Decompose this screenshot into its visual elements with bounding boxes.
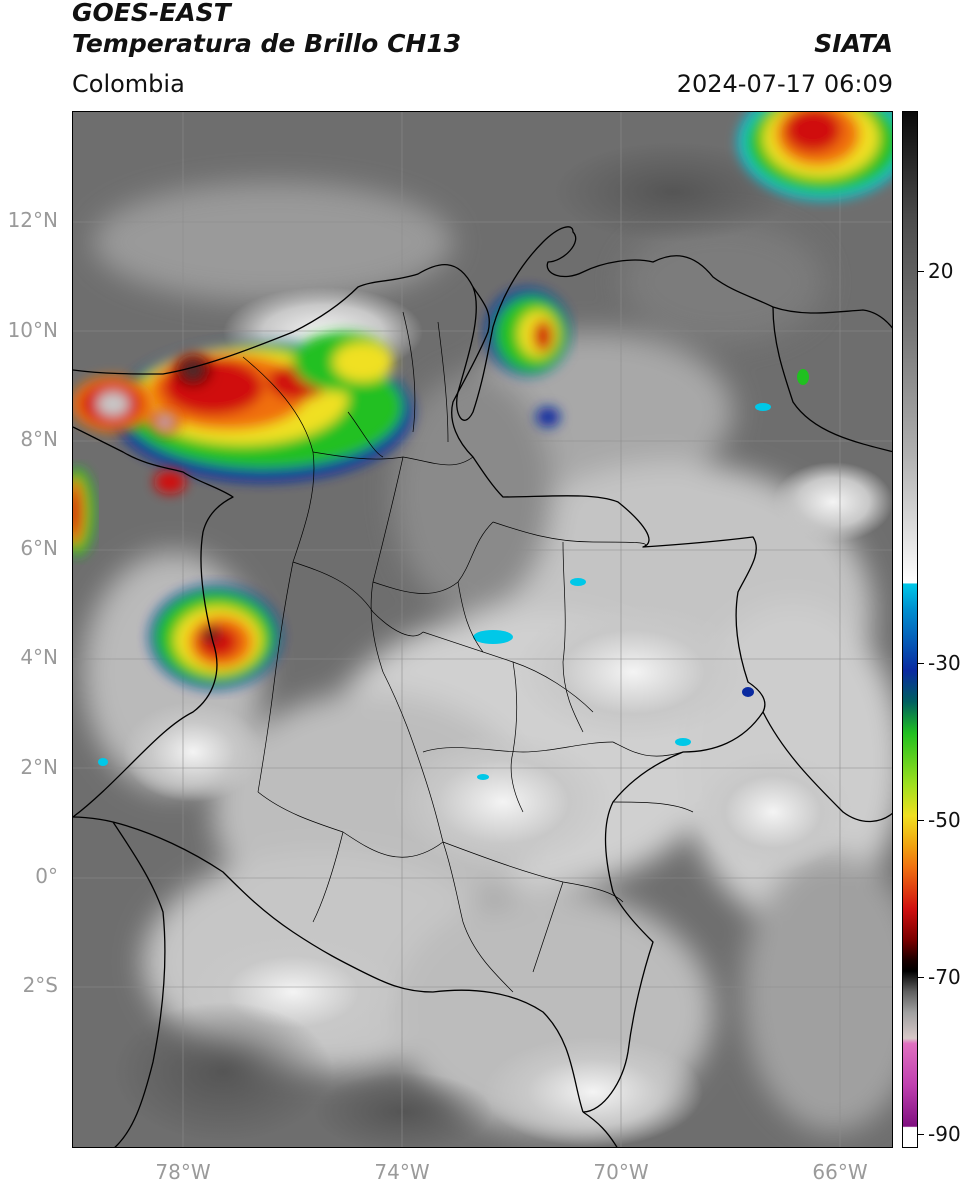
product-title: Temperatura de Brillo CH13 xyxy=(72,29,462,58)
ecuador-peru-border xyxy=(112,821,166,1147)
lat-label-equator: 0° xyxy=(35,864,58,888)
lat-label-10n: 10°N xyxy=(7,318,58,342)
lon-label-78w: 78°W xyxy=(155,1160,211,1184)
colorbar-tick-minus30 xyxy=(918,663,924,664)
colorbar-tick-minus50 xyxy=(918,820,924,821)
lon-label-70w: 70°W xyxy=(593,1160,649,1184)
venezuela-brazil-border xyxy=(762,711,892,823)
region-label: Colombia xyxy=(72,70,185,98)
lat-label-2n: 2°N xyxy=(20,755,58,779)
storm-uraba xyxy=(73,354,211,494)
colorbar-label-minus90: -90 xyxy=(928,1122,961,1146)
temperature-colorbar xyxy=(902,111,918,1148)
departmental-boundaries xyxy=(242,311,694,993)
satellite-title: GOES-EAST xyxy=(72,0,231,27)
peru-brazil-border xyxy=(582,1111,618,1147)
colorbar-tick-minus90 xyxy=(918,1134,924,1135)
colorbar-tick-20 xyxy=(918,271,924,272)
storm-pacific xyxy=(149,585,281,689)
lon-label-74w: 74°W xyxy=(374,1160,430,1184)
storm-venezuela-northeast xyxy=(738,112,892,200)
colorbar-label-minus30: -30 xyxy=(928,651,961,675)
colorbar-label-minus70: -70 xyxy=(928,965,961,989)
storm-darien-west xyxy=(73,468,95,556)
lat-label-6n: 6°N xyxy=(20,536,58,560)
colombia-peru-ecuador-border xyxy=(73,816,584,1113)
graticule xyxy=(73,112,892,1147)
storm-cells xyxy=(73,112,892,780)
colorbar-tick-minus70 xyxy=(918,977,924,978)
venezuela-guyana-border xyxy=(772,306,892,453)
pacific-coastline xyxy=(73,426,234,818)
colorbar-label-minus50: -50 xyxy=(928,808,961,832)
lat-label-4n: 4°N xyxy=(20,645,58,669)
colorbar-label-20: 20 xyxy=(928,259,954,283)
lon-label-66w: 66°W xyxy=(812,1160,868,1184)
caribbean-coastline xyxy=(73,226,892,421)
borders xyxy=(73,226,892,1147)
colombia-venezuela-border xyxy=(451,286,766,753)
datetime-label: 2024-07-17 06:09 xyxy=(676,70,893,98)
lat-label-2s: 2°S xyxy=(22,973,58,997)
scattered-cyan-cells xyxy=(98,369,809,780)
satellite-map[interactable] xyxy=(72,111,893,1148)
colombia-brazil-border xyxy=(582,751,684,1113)
lat-label-12n: 12°N xyxy=(7,208,58,232)
agency-label: SIATA xyxy=(814,29,893,58)
dark-clear-sky xyxy=(113,142,793,1147)
lat-label-8n: 8°N xyxy=(20,427,58,451)
storm-guajira xyxy=(486,288,570,427)
